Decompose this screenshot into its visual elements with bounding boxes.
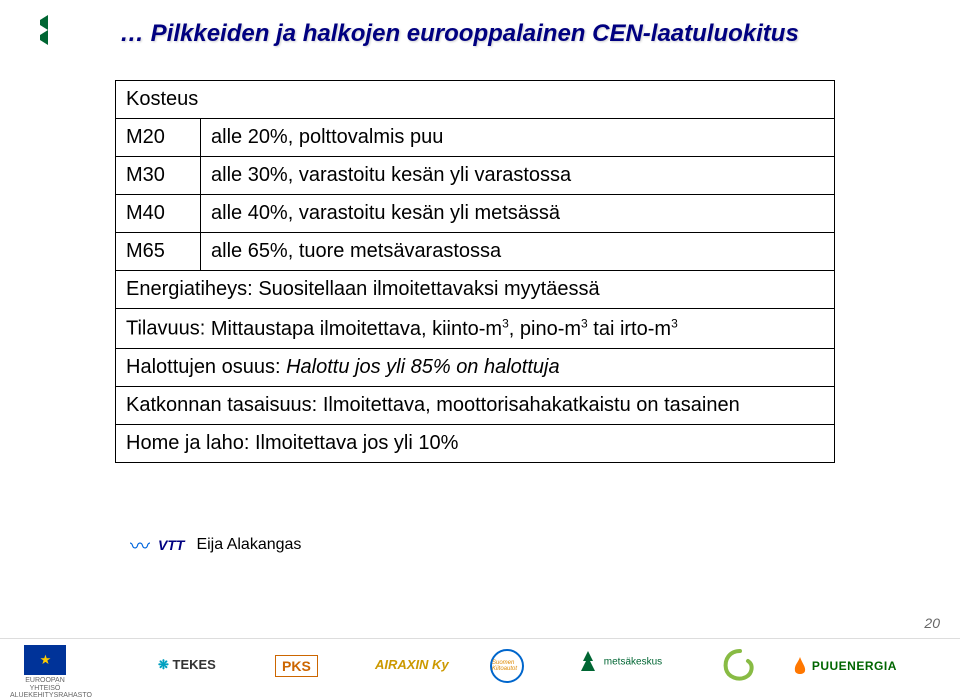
row-text: Halottu jos yli 85% on halottuja [286, 356, 560, 378]
metsakeskus-text: metsäkeskus [604, 657, 662, 668]
row-desc: alle 40%, varastoitu kesän yli metsässä [201, 195, 835, 233]
row-desc: alle 30%, varastoitu kesän yli varastoss… [201, 157, 835, 195]
flame-icon [792, 657, 808, 677]
row-label: Home ja laho: [126, 432, 249, 454]
vtt-wave-icon: 〰 [130, 530, 150, 559]
vtt-logo-text: VTT [158, 537, 184, 553]
airaxin-logo: AIRAXIN Ky [375, 657, 449, 672]
row-text: Mittaustapa ilmoitettava, kiinto-m3, pin… [211, 318, 678, 340]
row-full-cell: Tilavuus: Mittaustapa ilmoitettava, kiin… [116, 309, 835, 349]
row-full-cell: Home ja laho: Ilmoitettava jos yli 10% [116, 424, 835, 462]
metla-logo: METLA [10, 10, 50, 100]
table-row: M30 alle 30%, varastoitu kesän yli varas… [116, 157, 835, 195]
tekes-logo: TEKES [158, 657, 216, 673]
author-name: Eija Alakangas [196, 536, 301, 554]
swirl-logo-icon [720, 647, 760, 687]
row-text: Suositellaan ilmoitettavaksi myytäessä [258, 278, 599, 300]
puuenergia-logo: PUUENERGIA [792, 657, 897, 677]
row-label: Tilavuus: [126, 318, 205, 340]
table-header: Kosteus [116, 81, 835, 119]
footer-bar: ★ EUROOPAN YHTEISÖ ALUEKEHITYSRAHASTO TE… [0, 638, 960, 696]
table-row: M65 alle 65%, tuore metsävarastossa [116, 233, 835, 271]
page-title: … Pilkkeiden ja halkojen eurooppalainen … [120, 20, 799, 48]
kiitoautot-logo: Suomen Kiitoautot [490, 649, 540, 685]
puuenergia-text: PUUENERGIA [812, 659, 897, 673]
table-row: Tilavuus: Mittaustapa ilmoitettava, kiin… [116, 309, 835, 349]
row-full-cell: Energiatiheys: Suositellaan ilmoitettava… [116, 271, 835, 309]
row-label: Katkonnan tasaisuus: [126, 394, 317, 416]
row-full-cell: Katkonnan tasaisuus: Ilmoitettava, moott… [116, 386, 835, 424]
tree-icon [575, 649, 601, 675]
vtt-author-line: 〰 VTT Eija Alakangas [130, 530, 301, 559]
table-row: Home ja laho: Ilmoitettava jos yli 10% [116, 424, 835, 462]
table-row: M40 alle 40%, varastoitu kesän yli metsä… [116, 195, 835, 233]
pks-logo: PKS [275, 655, 318, 677]
page-number: 20 [924, 615, 940, 631]
eu-label: EUROOPAN YHTEISÖ ALUEKEHITYSRAHASTO [10, 677, 80, 700]
row-label: Halottujen osuus: [126, 356, 281, 378]
table-row: Katkonnan tasaisuus: Ilmoitettava, moott… [116, 386, 835, 424]
row-label: Energiatiheys: [126, 278, 253, 300]
row-text: Ilmoitettava, moottorisahakatkaistu on t… [323, 394, 740, 416]
row-desc: alle 65%, tuore metsävarastossa [201, 233, 835, 271]
eu-flag-icon: ★ [24, 645, 66, 675]
table-row: Halottujen osuus: Halottu jos yli 85% on… [116, 348, 835, 386]
table-row: Energiatiheys: Suositellaan ilmoitettava… [116, 271, 835, 309]
eu-stars-icon: ★ [40, 652, 51, 668]
row-text: Ilmoitettava jos yli 10% [255, 432, 458, 454]
kiitoautot-circle-icon: Suomen Kiitoautot [490, 649, 524, 683]
row-code: M20 [116, 119, 201, 157]
row-code: M40 [116, 195, 201, 233]
table-row: M20 alle 20%, polttovalmis puu [116, 119, 835, 157]
row-desc: alle 20%, polttovalmis puu [201, 119, 835, 157]
row-code: M65 [116, 233, 201, 271]
metsakeskus-logo: metsäkeskus [575, 649, 662, 675]
row-code: M30 [116, 157, 201, 195]
content-table: Kosteus M20 alle 20%, polttovalmis puu M… [115, 80, 835, 463]
row-full-cell: Halottujen osuus: Halottu jos yli 85% on… [116, 348, 835, 386]
